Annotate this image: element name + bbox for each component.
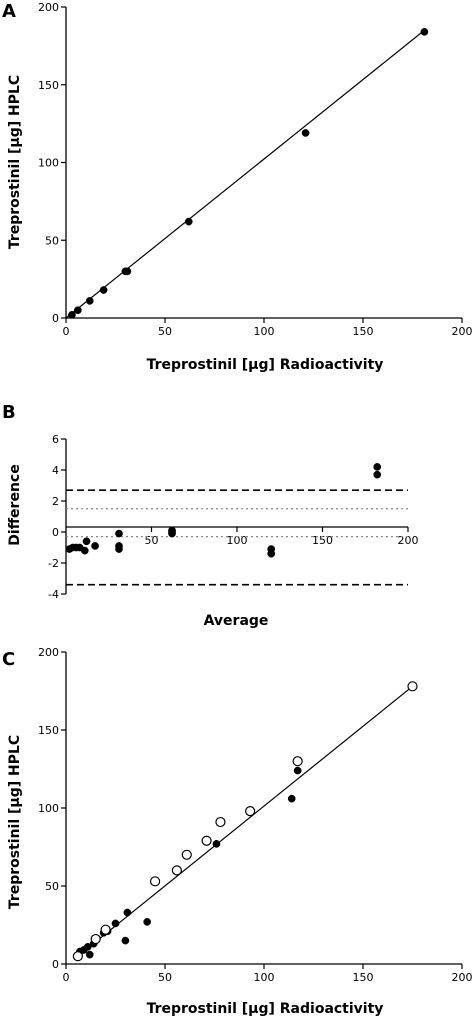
data-point-filled xyxy=(123,908,132,917)
data-point-filled xyxy=(80,546,89,555)
panel-a-xticks: 0 50 100 150 200 xyxy=(63,318,473,338)
y-tick-label: 200 xyxy=(38,1,59,14)
y-tick-label: 4 xyxy=(52,464,59,477)
data-point-filled xyxy=(373,463,382,471)
data-point-filled xyxy=(99,286,108,294)
data-point-filled xyxy=(168,529,176,538)
y-tick-label: 100 xyxy=(38,802,59,815)
data-point-filled xyxy=(91,542,99,550)
data-point-open xyxy=(72,951,83,962)
data-point-filled xyxy=(287,794,296,803)
y-tick-label: 100 xyxy=(38,157,59,170)
panel-a-letter: A xyxy=(2,1,16,22)
data-point-open xyxy=(245,806,256,817)
panel-a-ylabel: Treprostinil [µg] HPLC xyxy=(7,75,23,249)
x-tick-label: 200 xyxy=(398,534,419,547)
panel-b-xlabel: Average xyxy=(204,613,269,629)
data-point-filled xyxy=(123,267,132,276)
panel-a: A 0 50 100 150 200 0 50 100 150 200 Treprostinil… xyxy=(2,1,473,373)
data-point-open xyxy=(90,933,101,945)
panel-c-xlabel: Treprostinil [µg] Radioactivity xyxy=(147,1001,384,1017)
panel-c-letter: C xyxy=(2,649,15,670)
panel-c-lines xyxy=(73,682,417,960)
x-tick-label: 100 xyxy=(254,971,275,984)
x-tick-label: 50 xyxy=(158,971,172,984)
data-point-filled xyxy=(212,840,221,848)
x-tick-label: 150 xyxy=(353,971,374,984)
data-point-filled xyxy=(115,545,123,553)
y-tick-label: 200 xyxy=(38,646,59,659)
data-point-filled xyxy=(420,28,429,36)
panel-c-ylabel: Treprostinil [µg] HPLC xyxy=(7,735,23,909)
data-point-open xyxy=(215,816,226,828)
data-point-filled xyxy=(293,766,302,775)
x-tick-label: 200 xyxy=(452,971,473,984)
panel-b-letter: B xyxy=(2,402,16,423)
panel-c-points xyxy=(72,681,418,962)
y-tick-label: -4 xyxy=(48,588,59,601)
x-tick-label: 100 xyxy=(227,534,248,547)
x-tick-label: 150 xyxy=(353,325,374,338)
data-point-filled xyxy=(111,919,120,928)
x-tick-label: 0 xyxy=(63,971,70,984)
x-tick-label: 150 xyxy=(312,534,333,547)
y-tick-label: 50 xyxy=(45,234,59,247)
panel-c-yticks: 0 50 100 150 200 xyxy=(38,646,66,971)
data-point-open xyxy=(100,924,111,935)
y-tick-label: 2 xyxy=(52,495,59,508)
panel-a-points xyxy=(68,28,429,319)
data-point-open xyxy=(150,876,161,887)
y-tick-label: 0 xyxy=(52,958,59,971)
y-tick-label: 0 xyxy=(52,526,59,539)
panel-a-xlabel: Treprostinil [µg] Radioactivity xyxy=(147,357,384,373)
regression-line xyxy=(65,31,423,319)
data-point-filled xyxy=(74,306,82,315)
x-tick-label: 100 xyxy=(254,325,275,338)
data-point-open xyxy=(201,835,212,846)
y-tick-label: 150 xyxy=(38,724,59,737)
panel-b: B -4 -2 0 2 4 6 50 100 150 200 Difference Averag… xyxy=(2,402,419,629)
panel-b-axes xyxy=(65,439,408,594)
data-point-filled xyxy=(301,129,310,137)
panel-a-lines xyxy=(65,31,423,319)
panel-b-lines xyxy=(66,489,408,586)
panel-a-yticks: 0 50 100 150 200 xyxy=(38,1,66,325)
data-point-filled xyxy=(68,311,76,319)
data-point-filled xyxy=(82,537,91,546)
data-point-filled xyxy=(267,549,276,558)
y-tick-label: 0 xyxy=(52,312,59,325)
data-point-open xyxy=(407,681,418,692)
x-tick-label: 200 xyxy=(452,325,473,338)
x-tick-label: 0 xyxy=(63,325,70,338)
data-point-filled xyxy=(85,950,94,959)
regression-line xyxy=(73,682,417,960)
data-point-open xyxy=(171,865,182,876)
y-tick-label: -2 xyxy=(48,557,59,570)
panel-c: C 0 50 100 150 200 0 50 100 150 200 Treprostinil… xyxy=(2,646,473,1017)
data-point-open xyxy=(292,756,303,767)
x-tick-label: 50 xyxy=(158,325,172,338)
y-tick-label: 6 xyxy=(52,433,59,446)
data-point-filled xyxy=(121,936,130,945)
data-point-open xyxy=(181,849,192,860)
panel-b-yticks: -4 -2 0 2 4 6 xyxy=(48,433,66,601)
data-point-filled xyxy=(85,297,94,305)
data-point-filled xyxy=(115,529,123,538)
panel-b-points xyxy=(65,463,382,558)
data-point-filled xyxy=(83,942,92,951)
data-point-filled xyxy=(373,470,382,479)
y-tick-label: 50 xyxy=(45,880,59,893)
data-point-filled xyxy=(143,918,152,926)
panel-b-ylabel: Difference xyxy=(7,464,23,545)
y-tick-label: 150 xyxy=(38,79,59,92)
data-point-filled xyxy=(184,217,193,226)
panel-c-xticks: 0 50 100 150 200 xyxy=(63,964,473,984)
x-tick-label: 50 xyxy=(145,534,159,547)
